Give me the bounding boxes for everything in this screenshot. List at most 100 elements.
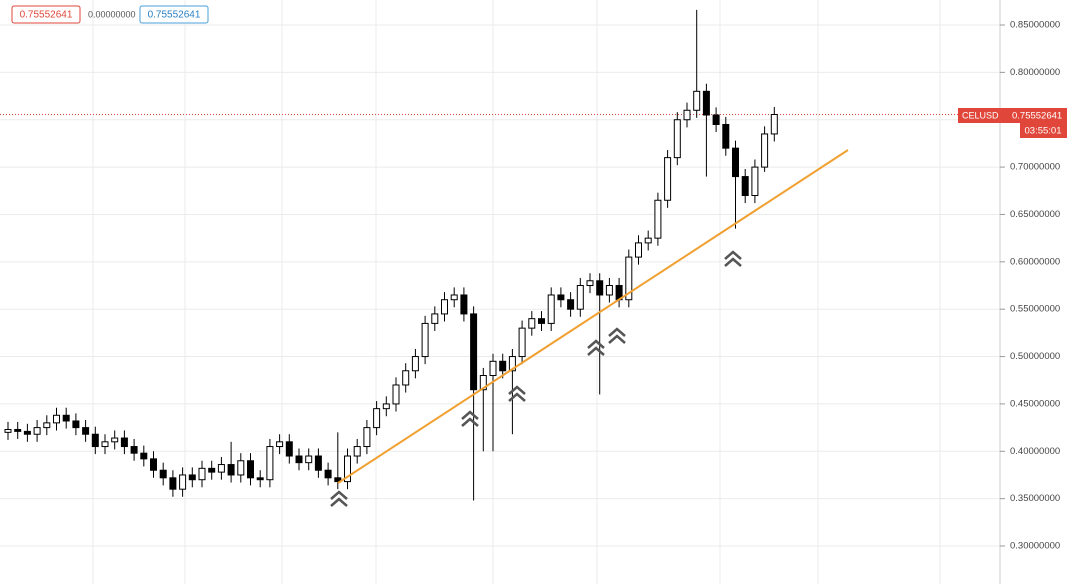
price-left: 0.75552641 bbox=[20, 10, 73, 21]
candle-body bbox=[508, 356, 516, 372]
candle-body bbox=[654, 199, 662, 239]
candle-body bbox=[479, 375, 487, 391]
price-tag: CELUSD 0.75552641 03:55:01 bbox=[958, 108, 1067, 138]
candle-body bbox=[62, 414, 70, 422]
candle-body bbox=[441, 299, 448, 315]
y-tick-label: 0.70000000 bbox=[1010, 162, 1060, 173]
candle-body bbox=[421, 322, 429, 358]
candle-body bbox=[101, 441, 109, 448]
y-tick-label: 0.50000000 bbox=[1010, 351, 1060, 362]
candle-body bbox=[722, 123, 730, 149]
candle-body bbox=[518, 327, 526, 358]
candle-body bbox=[266, 446, 274, 481]
arrow-up bbox=[608, 327, 626, 344]
arrow-up bbox=[330, 490, 348, 507]
candle-body bbox=[499, 360, 507, 372]
candle-body bbox=[130, 446, 138, 454]
candle-body bbox=[353, 446, 361, 457]
candle-body bbox=[227, 464, 235, 476]
candle-body bbox=[373, 408, 381, 429]
candle-body bbox=[450, 294, 458, 301]
candle-body bbox=[460, 294, 468, 315]
price-axis bbox=[1000, 0, 1080, 584]
candle-body bbox=[683, 109, 691, 121]
price-tag-value: 0.75552641 bbox=[1012, 111, 1062, 122]
y-tick-label: 0.40000000 bbox=[1010, 446, 1060, 457]
candle-body bbox=[256, 477, 264, 481]
candle-body bbox=[14, 428, 22, 432]
candle-body bbox=[43, 422, 51, 429]
candle-body bbox=[324, 469, 332, 479]
candle-body bbox=[91, 433, 99, 448]
horizontal-grid bbox=[0, 24, 1000, 547]
candle-body bbox=[693, 90, 701, 111]
candle-body bbox=[305, 455, 313, 464]
symbol: CELUSD bbox=[962, 110, 999, 120]
candle-body bbox=[285, 441, 293, 457]
candle-body bbox=[169, 477, 177, 490]
candle-body bbox=[702, 90, 710, 116]
y-tick-label: 0.65000000 bbox=[1010, 209, 1060, 220]
candle-body bbox=[673, 119, 681, 159]
y-tick-label: 0.80000000 bbox=[1010, 67, 1060, 78]
candle-body bbox=[159, 469, 167, 479]
candle-body bbox=[431, 313, 439, 324]
candle-body bbox=[538, 318, 545, 324]
y-tick-label: 0.30000000 bbox=[1010, 541, 1060, 552]
candle-body bbox=[72, 420, 80, 429]
arrows bbox=[330, 250, 742, 507]
candle-body bbox=[120, 437, 128, 448]
candle-body bbox=[770, 114, 778, 135]
candle-body bbox=[761, 133, 769, 168]
change: 0.00000000 bbox=[88, 9, 136, 19]
candle-body bbox=[741, 176, 749, 197]
header-values: 0.75552641 0.00000000 0.75552641 bbox=[11, 5, 209, 24]
arrow-up bbox=[587, 339, 605, 356]
y-tick-label: 0.45000000 bbox=[1010, 398, 1060, 409]
candle-body bbox=[247, 460, 254, 479]
candle-body bbox=[402, 370, 410, 386]
trend-line bbox=[337, 149, 849, 484]
candle-body bbox=[198, 467, 206, 481]
candle-body bbox=[489, 360, 497, 377]
candle-body bbox=[664, 157, 672, 201]
candle-body bbox=[605, 285, 613, 296]
candle-body bbox=[344, 455, 351, 483]
candle-body bbox=[4, 428, 12, 433]
countdown: 03:55:01 bbox=[1025, 126, 1062, 137]
candle-body bbox=[140, 452, 148, 460]
arrow-up bbox=[724, 250, 742, 267]
candle-body bbox=[392, 384, 400, 405]
arrow-up bbox=[461, 410, 479, 427]
candle-body bbox=[363, 427, 371, 448]
candle-body bbox=[528, 318, 536, 329]
candle-body bbox=[188, 474, 196, 481]
y-tick-label: 0.55000000 bbox=[1010, 304, 1060, 315]
candle-body bbox=[470, 313, 478, 391]
candle-body bbox=[625, 256, 633, 301]
arrow-up bbox=[508, 385, 526, 402]
candle-body bbox=[732, 147, 739, 178]
vertical-grid bbox=[92, 0, 941, 584]
candle-body bbox=[567, 299, 575, 310]
y-tick-label: 0.60000000 bbox=[1010, 256, 1060, 267]
candle-body bbox=[179, 474, 187, 490]
candle-body bbox=[33, 427, 41, 435]
price-tag-bg bbox=[958, 108, 1067, 123]
candles bbox=[4, 9, 778, 501]
candle-body bbox=[314, 455, 322, 471]
y-tick-label: 0.85000000 bbox=[1010, 20, 1060, 31]
candle-body bbox=[382, 403, 390, 410]
candle-body bbox=[111, 437, 119, 443]
y-tick-label: 0.35000000 bbox=[1010, 493, 1060, 504]
candle-body bbox=[237, 460, 245, 476]
candle-body bbox=[411, 356, 419, 372]
candle-body bbox=[82, 427, 90, 435]
candle-body bbox=[295, 455, 303, 464]
candle-body bbox=[576, 285, 584, 310]
candle-body bbox=[635, 242, 642, 258]
candle-body bbox=[276, 441, 284, 448]
candle-body bbox=[23, 430, 31, 435]
candle-body bbox=[586, 280, 594, 287]
